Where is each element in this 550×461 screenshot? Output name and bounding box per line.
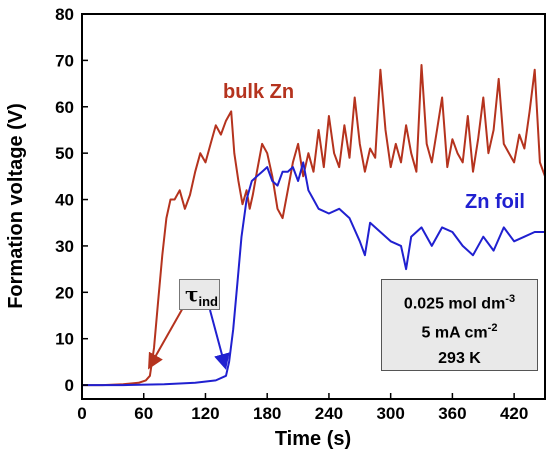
y-tick-label: 50	[55, 144, 74, 163]
y-axis-ticks: 0 10 20 30 40 50 60 70 80	[55, 5, 88, 395]
x-axis-title: Time (s)	[275, 428, 351, 450]
condition-concentration: 0.025 mol dm-3	[403, 293, 516, 313]
y-tick-label: 70	[55, 51, 74, 70]
plot-frame	[81, 13, 546, 400]
x-tick-label: 300	[376, 404, 404, 423]
y-tick-label: 10	[55, 330, 74, 349]
y-tick-label: 20	[55, 283, 74, 302]
x-axis-ticks: 0 60 120 180 240 300 360 420	[77, 393, 528, 423]
series-line-zn-foil	[82, 161, 545, 387]
x-tick-label: 0	[77, 404, 86, 423]
series-line-bulk-zn	[82, 64, 546, 387]
condition-temperature: 293 K	[438, 349, 481, 367]
y-axis-title: Formation voltage (V)	[5, 103, 27, 309]
tau-arrow-zn-foil	[209, 309, 230, 370]
tau-arrow-bulk-zn	[148, 305, 185, 370]
plot-lines	[82, 64, 546, 387]
y-tick-label: 0	[65, 376, 74, 395]
y-tick-label: 30	[55, 237, 74, 256]
x-tick-label: 60	[134, 404, 153, 423]
y-tick-label: 80	[55, 5, 74, 24]
x-tick-label: 420	[500, 404, 528, 423]
x-tick-label: 360	[438, 404, 466, 423]
y-tick-label: 60	[55, 98, 74, 117]
tau-arrows	[148, 305, 230, 370]
series-label-bulk-zn: bulk Zn	[223, 81, 294, 103]
y-tick-label: 40	[55, 191, 74, 210]
series-label-zn-foil: Zn foil	[465, 191, 525, 213]
x-tick-label: 180	[253, 404, 281, 423]
x-tick-label: 120	[191, 404, 219, 423]
condition-current-density: 5 mA cm-2	[421, 322, 498, 342]
x-tick-label: 240	[315, 404, 343, 423]
tau-ind-label: τind	[179, 279, 220, 310]
conditions-box: 0.025 mol dm-3 5 mA cm-2 293 K	[381, 279, 538, 371]
